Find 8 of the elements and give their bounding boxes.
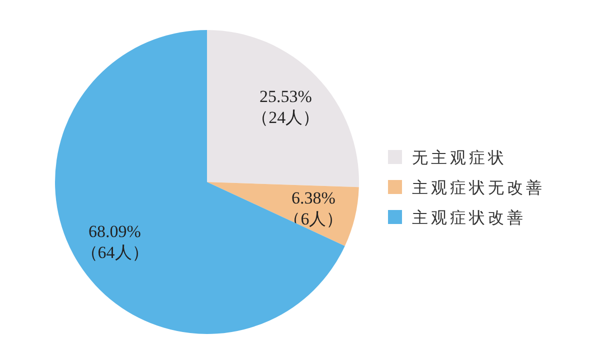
data-label: 68.09% （64人） <box>80 222 149 262</box>
legend-label: 无主观症状 <box>412 148 507 167</box>
pie-slice <box>207 30 359 188</box>
pie-slice <box>55 30 345 334</box>
legend-label: 主观症状无改善 <box>412 178 545 197</box>
pie-slice <box>207 182 359 246</box>
data-label: 25.53% （24人） <box>252 86 320 127</box>
legend-label: 主观症状改善 <box>412 208 526 227</box>
